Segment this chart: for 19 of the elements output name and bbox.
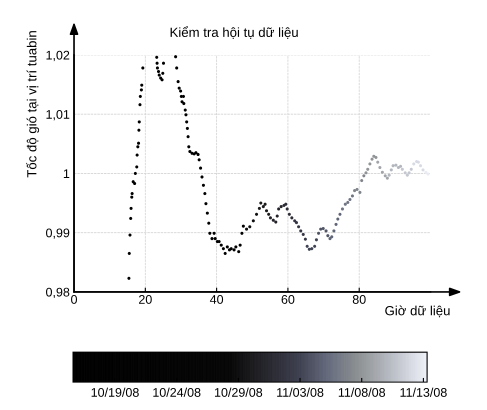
color-bar-label: 10/24/08 [153,388,200,397]
color-bar-label: 11/13/08 [400,388,447,397]
y-tick-label: 1,02 [46,50,70,62]
x-tick-label: 80 [352,295,366,304]
color-bar-label: 11/08/08 [338,388,386,397]
x-tick-label: 20 [139,295,152,304]
y-tick-label: 0,98 [46,288,70,298]
y-axis-title: Tốc độ gió tại vị trí tuabin [26,31,40,178]
x-tick-label: 60 [282,295,294,304]
y-tick-label: 0,99 [46,228,70,239]
y-tick-label: 1,01 [46,110,70,120]
x-tick-label: 0 [71,295,78,304]
color-bar-label: 11/03/08 [277,388,324,397]
x-axis-title: Giờ dữ liệu [385,306,450,318]
color-bar-label: 10/29/08 [214,388,262,397]
x-tick-label: 40 [210,295,224,304]
chart-title: Kiểm tra hội tụ dữ liệu [170,26,298,39]
y-tick-label: 1 [64,169,70,178]
color-bar-label: 10/19/08 [92,388,139,397]
